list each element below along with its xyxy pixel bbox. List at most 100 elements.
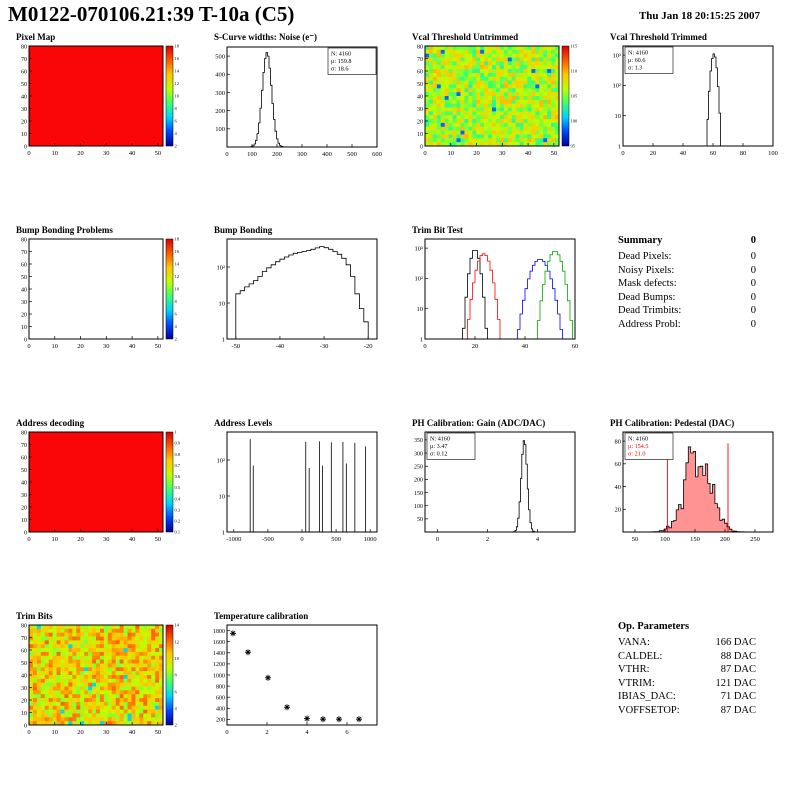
svg-text:200: 200	[720, 536, 730, 543]
plot-title: Pixel Map	[16, 32, 56, 42]
svg-text:18: 18	[175, 237, 180, 242]
svg-text:115: 115	[571, 44, 578, 49]
svg-text:70: 70	[21, 636, 27, 642]
svg-text:10: 10	[219, 300, 226, 307]
summary-row: Mask defects: 0	[618, 277, 756, 291]
svg-text:80: 80	[21, 237, 27, 243]
svg-text:0: 0	[300, 536, 303, 543]
svg-text:10: 10	[21, 325, 27, 331]
svg-text:10: 10	[21, 711, 27, 717]
svg-text:30: 30	[21, 493, 27, 499]
svg-text:50: 50	[21, 661, 27, 667]
svg-text:80: 80	[21, 623, 27, 629]
svg-text:1600: 1600	[213, 640, 225, 646]
temperature-plot: Temperature calibration 0 2 4 6 200 400 600 800…	[200, 609, 398, 802]
svg-text:40: 40	[522, 343, 529, 350]
svg-text:10: 10	[21, 132, 27, 138]
svg-text:80: 80	[615, 438, 622, 445]
op-parameter-row: VTHR: 87 DAC	[618, 663, 756, 677]
svg-text:20: 20	[77, 150, 84, 157]
svg-text:300: 300	[414, 451, 423, 457]
svg-text:6: 6	[175, 689, 178, 694]
svg-text:0: 0	[225, 729, 228, 736]
svg-text:10: 10	[417, 306, 424, 313]
op-parameter-value: 87 DAC	[720, 664, 756, 675]
address-levels-plot: Address Levels -1000 -500 0 500 1000 1 10 10²	[200, 416, 398, 609]
svg-text:0.6: 0.6	[175, 474, 181, 479]
summary-row-label: Dead Bumps:	[618, 291, 676, 303]
svg-text:1000: 1000	[213, 673, 225, 679]
svg-text:N: 4160: N: 4160	[628, 436, 648, 443]
svg-text:60: 60	[615, 461, 622, 468]
svg-text:16: 16	[175, 249, 180, 254]
plot-title: Bump Bonding Problems	[16, 225, 113, 235]
svg-text:200: 200	[272, 151, 282, 158]
bump-problems-plot: Bump Bonding Problems 0 10 20 30 40 50 0 10 20 30…	[2, 223, 200, 416]
plot-title: Vcal Threshold Untrimmed	[412, 32, 519, 42]
svg-text:30: 30	[21, 300, 27, 306]
svg-text:σ: 1.3: σ: 1.3	[628, 65, 642, 72]
svg-text:20: 20	[615, 507, 622, 514]
svg-text:14: 14	[175, 69, 180, 74]
svg-text:50: 50	[155, 536, 162, 543]
svg-text:70: 70	[21, 250, 27, 256]
svg-text:40: 40	[417, 94, 423, 100]
plot-title: Trim Bit Test	[412, 225, 463, 235]
summary-row: Dead Bumps: 0	[618, 291, 756, 305]
svg-text:4: 4	[175, 324, 178, 329]
svg-text:0: 0	[420, 144, 423, 150]
pixel-map-plot: Pixel Map 0 10 20 30 40 50 0 10 20 30 40 50 60 70 80 2 4…	[2, 30, 200, 223]
svg-text:σ: 0.12: σ: 0.12	[430, 451, 447, 458]
svg-text:0: 0	[27, 536, 30, 543]
summary-row: Noisy Pixels: 0	[618, 264, 756, 278]
svg-text:1400: 1400	[213, 651, 225, 657]
summary-row-value: 0	[750, 278, 756, 289]
svg-text:18: 18	[175, 44, 180, 49]
op-parameter-label: VOFFSETOP:	[618, 704, 680, 716]
svg-text:95: 95	[571, 144, 576, 149]
summary-row-label: Mask defects:	[618, 278, 677, 289]
svg-text:110: 110	[571, 69, 578, 74]
svg-text:1: 1	[222, 529, 225, 536]
op-parameters-panel: Op. Parameters VANA: 166 DAC CALDEL: 88 DA…	[596, 609, 794, 802]
svg-text:200: 200	[216, 718, 225, 724]
svg-text:1800: 1800	[213, 629, 225, 635]
svg-text:600: 600	[216, 696, 225, 702]
svg-text:105: 105	[571, 94, 579, 99]
plot-title: Address Levels	[214, 418, 273, 428]
svg-text:10²: 10²	[217, 264, 226, 271]
vcal-trimmed-plot: Vcal Threshold Trimmed 0 20 40 60 80 100 1 10 10…	[596, 30, 794, 223]
svg-text:0.5: 0.5	[175, 485, 181, 490]
svg-text:1200: 1200	[213, 662, 225, 668]
svg-text:30: 30	[103, 150, 110, 157]
summary-row-label: Dead Trimbits:	[618, 305, 682, 316]
trim-bit-test-chart: 0 20 40 60 1 10 10² 10³	[398, 236, 595, 364]
op-parameter-row: VTRIM: 121 DAC	[618, 677, 756, 691]
svg-text:10: 10	[52, 536, 59, 543]
svg-text:80: 80	[417, 44, 423, 50]
svg-text:0.1: 0.1	[175, 530, 181, 535]
svg-text:0.2: 0.2	[175, 518, 181, 523]
summary-panel: Summary 0 Dead Pixels: 0 Noisy Pixels: 0 M…	[596, 223, 794, 416]
op-parameter-value: 71 DAC	[720, 691, 756, 702]
summary-row: Dead Trimbits: 0	[618, 304, 756, 318]
svg-text:-1000: -1000	[226, 536, 241, 543]
svg-text:0.7: 0.7	[175, 463, 181, 468]
svg-text:100: 100	[571, 119, 579, 124]
svg-text:80: 80	[21, 44, 27, 50]
plot-title: Vcal Threshold Trimmed	[610, 32, 707, 42]
svg-text:10: 10	[52, 729, 59, 736]
vcal-untrimmed-plot: Vcal Threshold Untrimmed 0 10 20 30 40 50 0 10 2…	[398, 30, 596, 223]
svg-text:200: 200	[215, 108, 225, 115]
svg-text:1: 1	[420, 336, 423, 343]
svg-text:20: 20	[77, 536, 84, 543]
svg-text:N: 4160: N: 4160	[331, 51, 351, 58]
op-parameter-row: IBIAS_DAC: 71 DAC	[618, 690, 756, 704]
svg-text:400: 400	[215, 72, 225, 79]
svg-text:0: 0	[24, 144, 27, 150]
svg-text:10: 10	[175, 656, 180, 661]
timestamp: Thu Jan 18 20:15:25 2007	[638, 10, 760, 22]
svg-text:6: 6	[175, 119, 178, 124]
svg-text:N: 4160: N: 4160	[628, 50, 648, 57]
op-parameter-row: VOFFSETOP: 87 DAC	[618, 704, 756, 718]
